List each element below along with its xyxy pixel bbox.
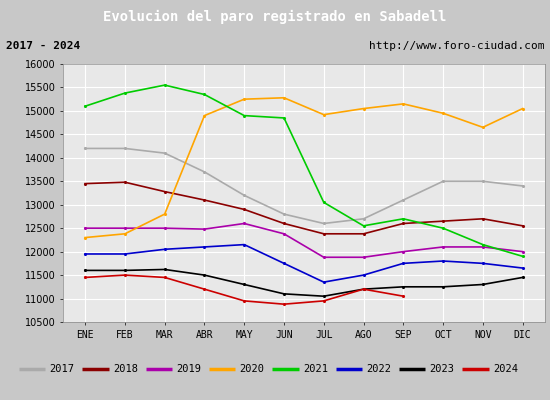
Text: 2021: 2021 (303, 364, 328, 374)
Text: 2017: 2017 (50, 364, 75, 374)
Text: 2019: 2019 (176, 364, 201, 374)
Text: 2020: 2020 (240, 364, 265, 374)
Text: http://www.foro-ciudad.com: http://www.foro-ciudad.com (369, 41, 544, 51)
Text: 2023: 2023 (430, 364, 455, 374)
Text: Evolucion del paro registrado en Sabadell: Evolucion del paro registrado en Sabadel… (103, 10, 447, 24)
Text: 2017 - 2024: 2017 - 2024 (6, 41, 80, 51)
Text: 2022: 2022 (366, 364, 392, 374)
Text: 2018: 2018 (113, 364, 138, 374)
Text: 2024: 2024 (493, 364, 518, 374)
